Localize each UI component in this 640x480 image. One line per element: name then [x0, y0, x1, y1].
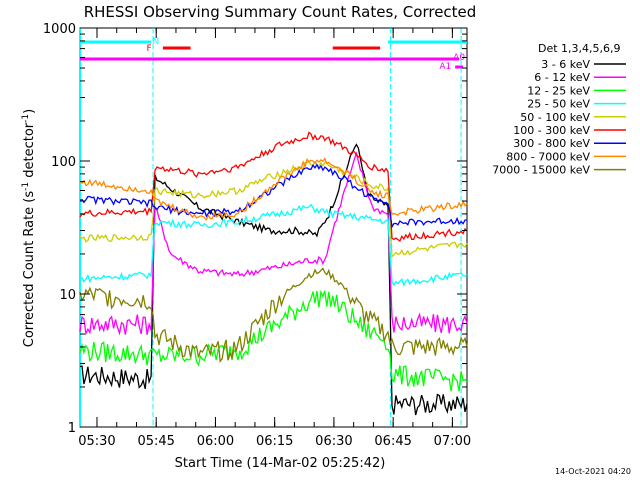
- x-axis-label: Start Time (14-Mar-02 05:25:42): [175, 456, 386, 471]
- y-tick-label: 100: [51, 155, 76, 170]
- date-stamp: 14-Oct-2021 04:20: [555, 467, 631, 476]
- chart-title: RHESSI Observing Summary Count Rates, Co…: [84, 3, 477, 21]
- flag-label-a0: A0: [453, 53, 465, 63]
- plot-frame: [79, 27, 468, 428]
- y-axis-label-part: Corrected Count Rate (s: [22, 191, 37, 348]
- x-tick-label: 06:30: [315, 434, 352, 449]
- flag-label-f: F: [147, 44, 152, 54]
- series-line: [79, 267, 468, 363]
- legend-item-label: 800 - 7000 keV: [506, 150, 590, 163]
- y-tick-label: 1: [68, 421, 76, 436]
- legend-item-label: 50 - 100 keV: [520, 111, 590, 124]
- series-line: [79, 203, 468, 287]
- y-axis-label-part: -1: [21, 114, 31, 123]
- y-tick-label: 1000: [43, 22, 76, 37]
- flag-label-a1: A1: [439, 62, 451, 72]
- x-axis: 05:30 05:45 06:00 06:15 06:30 06:45 07:00: [78, 28, 471, 449]
- y-axis-label-part: ): [22, 109, 37, 114]
- y-axis-label-part: -1: [21, 182, 31, 191]
- legend-item-label: 100 - 300 keV: [513, 124, 590, 137]
- y-tick-label: 10: [59, 288, 76, 303]
- legend-item-label: 6 - 12 keV: [534, 71, 590, 84]
- x-tick-label: 05:45: [137, 434, 174, 449]
- x-tick-label: 05:30: [78, 434, 115, 449]
- x-tick-label: 06:15: [256, 434, 293, 449]
- legend-item-label: 12 - 25 keV: [527, 84, 590, 97]
- legend-item-label: 7000 - 15000 keV: [492, 164, 590, 177]
- series-line: [79, 289, 468, 392]
- series-line: [79, 151, 468, 336]
- y-axis-label-part: detector: [22, 122, 37, 182]
- series-line: [79, 143, 468, 416]
- x-tick-label: 06:00: [197, 434, 234, 449]
- x-tick-label: 06:45: [374, 434, 411, 449]
- legend-item-label: 3 - 6 keV: [541, 58, 590, 71]
- legend-title: Det 1,3,4,5,6,9: [538, 42, 621, 55]
- series-line: [79, 163, 468, 229]
- series-line: [79, 131, 468, 242]
- x-tick-label: 07:00: [434, 434, 471, 449]
- y-axis: 1 10 100 1000: [43, 22, 467, 436]
- series-line: [79, 157, 468, 221]
- legend-item-label: 300 - 800 keV: [513, 137, 590, 150]
- y-axis-label: Corrected Count Rate (s-1 detector-1): [21, 109, 37, 347]
- series-line: [79, 160, 468, 258]
- legend-item-label: 25 - 50 keV: [527, 98, 590, 111]
- flag-label-n: N: [152, 37, 159, 47]
